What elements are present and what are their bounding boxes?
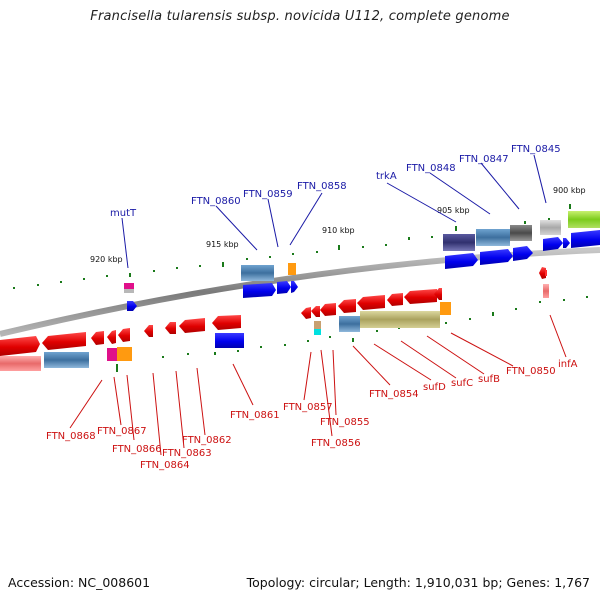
inner-scale-ticks bbox=[30, 296, 588, 372]
cds-reverse bbox=[212, 315, 241, 330]
feature-block bbox=[0, 356, 41, 371]
label-trkA[interactable]: trkA bbox=[376, 171, 397, 182]
cds-forward bbox=[277, 281, 291, 294]
cds-reverse bbox=[338, 299, 356, 313]
feature-block bbox=[443, 234, 475, 251]
label-FTN_0868[interactable]: FTN_0868 bbox=[46, 431, 96, 442]
label-sufC[interactable]: sufC bbox=[451, 378, 473, 389]
feature-block bbox=[510, 225, 532, 241]
cds-reverse bbox=[107, 330, 116, 344]
feature-block bbox=[543, 284, 549, 298]
label-sufD[interactable]: sufD bbox=[423, 382, 446, 393]
cds-reverse bbox=[144, 325, 153, 337]
cds-reverse bbox=[91, 331, 104, 345]
label-infA[interactable]: infA bbox=[558, 359, 578, 370]
cds-reverse bbox=[545, 270, 547, 276]
label-FTN_0856[interactable]: FTN_0856 bbox=[311, 438, 361, 449]
label-FTN_0847[interactable]: FTN_0847 bbox=[459, 154, 509, 165]
feature-block bbox=[314, 321, 321, 329]
topology-text: Topology: circular; Length: 1,910,031 bp… bbox=[246, 575, 590, 590]
cds-reverse bbox=[179, 318, 205, 333]
feature-block bbox=[107, 348, 117, 361]
cds-reverse bbox=[42, 332, 86, 350]
feature-block bbox=[568, 211, 600, 228]
label-FTN_0858[interactable]: FTN_0858 bbox=[297, 181, 347, 192]
cds-forward bbox=[480, 249, 513, 265]
cds-reverse bbox=[301, 307, 311, 319]
cds-reverse bbox=[320, 303, 336, 316]
reverse-cds-ring bbox=[0, 267, 547, 356]
cds-forward bbox=[127, 301, 137, 311]
label-mutT[interactable]: mutT bbox=[110, 208, 137, 219]
feature-block bbox=[241, 265, 274, 281]
label-sufB[interactable]: sufB bbox=[478, 374, 500, 385]
feature-block bbox=[117, 347, 132, 361]
scale-label-910: 910 kbp bbox=[322, 226, 355, 235]
genome-title: Francisella tularensis subsp. novicida U… bbox=[90, 9, 510, 24]
label-FTN_0860[interactable]: FTN_0860 bbox=[191, 196, 241, 207]
label-FTN_0845[interactable]: FTN_0845 bbox=[511, 144, 561, 155]
scale-label-915: 915 kbp bbox=[206, 240, 239, 249]
cds-forward bbox=[563, 238, 570, 248]
label-FTN_0863[interactable]: FTN_0863 bbox=[162, 448, 212, 459]
feature-block bbox=[44, 352, 89, 368]
cds-reverse bbox=[311, 306, 320, 317]
cds-forward bbox=[445, 253, 478, 269]
label-FTN_0854[interactable]: FTN_0854 bbox=[369, 389, 419, 400]
feature-block bbox=[360, 311, 440, 328]
cds-forward bbox=[291, 281, 298, 293]
cds-reverse bbox=[165, 322, 176, 334]
outer-feature-ring bbox=[124, 211, 600, 293]
feature-block bbox=[440, 302, 451, 315]
cds-reverse bbox=[434, 288, 442, 300]
inner-feature-ring bbox=[0, 284, 549, 371]
label-FTN_0850[interactable]: FTN_0850 bbox=[506, 366, 556, 377]
cds-reverse bbox=[118, 328, 130, 342]
label-FTN_0861[interactable]: FTN_0861 bbox=[230, 410, 280, 421]
label-FTN_0857[interactable]: FTN_0857 bbox=[283, 402, 333, 413]
scale-label-905: 905 kbp bbox=[437, 206, 470, 215]
forward-cds-ring bbox=[127, 230, 600, 311]
cds-forward bbox=[571, 230, 600, 248]
cds-reverse bbox=[357, 295, 385, 310]
feature-block bbox=[124, 289, 134, 293]
feature-block bbox=[314, 329, 321, 335]
label-FTN_0855[interactable]: FTN_0855 bbox=[320, 417, 370, 428]
cds-forward bbox=[513, 246, 533, 261]
scale-label-920: 920 kbp bbox=[90, 255, 123, 264]
accession-text: Accession: NC_008601 bbox=[8, 575, 151, 590]
label-FTN_0864[interactable]: FTN_0864 bbox=[140, 460, 190, 471]
feature-block bbox=[540, 220, 561, 235]
label-FTN_0859[interactable]: FTN_0859 bbox=[243, 189, 293, 200]
feature-block bbox=[124, 283, 134, 289]
cds-reverse bbox=[387, 293, 403, 306]
feature-block bbox=[339, 316, 360, 332]
label-FTN_0867[interactable]: FTN_0867 bbox=[97, 426, 147, 437]
label-FTN_0848[interactable]: FTN_0848 bbox=[406, 163, 456, 174]
reverse-leader-lines bbox=[69, 314, 567, 456]
forward-leader-lines bbox=[121, 154, 547, 269]
cds-reverse bbox=[539, 267, 546, 279]
label-FTN_0866[interactable]: FTN_0866 bbox=[112, 444, 162, 455]
cds-reverse bbox=[0, 336, 40, 356]
label-FTN_0862[interactable]: FTN_0862 bbox=[182, 435, 232, 446]
cds-forward bbox=[243, 283, 276, 298]
feature-block bbox=[476, 229, 510, 246]
scale-label-900: 900 kbp bbox=[553, 186, 586, 195]
feature-block bbox=[288, 263, 296, 275]
cds-reverse bbox=[404, 289, 437, 304]
feature-block bbox=[215, 333, 244, 348]
cds-forward bbox=[543, 237, 563, 251]
